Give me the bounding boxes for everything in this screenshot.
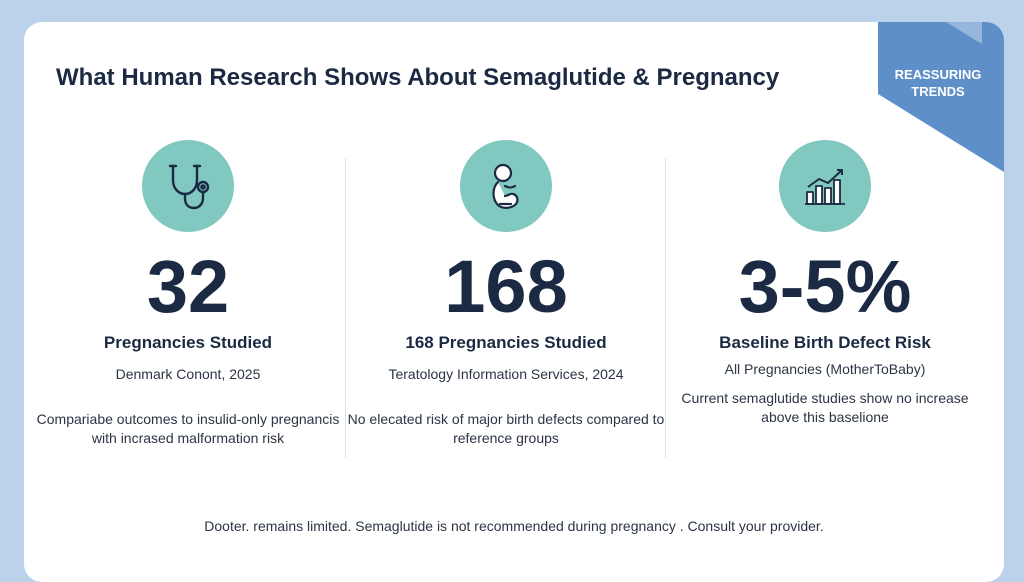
stat-column-pregnancies-teratology: 168 168 Pregnancies Studied Teratology I…: [346, 140, 666, 448]
baby-icon: [460, 140, 552, 232]
footer-disclaimer: Dooter. remains limited. Semaglutide is …: [204, 518, 824, 534]
stat-value: 32: [146, 245, 230, 328]
stat-value: 168: [444, 245, 568, 328]
stat-column-pregnancies-denmark: 32 Pregnancies Studied Denmark Conont, 2…: [28, 140, 348, 448]
stat-description: Compariabe outcomes to insulid-only preg…: [36, 411, 340, 446]
reassuring-trends-badge: REASSURING TRENDS: [894, 67, 982, 99]
page-title: What Human Research Shows About Semaglut…: [56, 64, 780, 91]
infographic-card: What Human Research Shows About Semaglut…: [24, 22, 1004, 582]
stat-source: Denmark Conont, 2025: [115, 366, 261, 382]
stat-source: All Pregnancies (MotherToBaby): [724, 361, 926, 377]
stat-source: Teratology Information Services, 2024: [388, 366, 624, 382]
stat-label: Baseline Birth Defect Risk: [719, 333, 931, 352]
stat-label: 168 Pregnancies Studied: [405, 333, 607, 352]
stat-description: No elecated risk of major birth defects …: [347, 411, 665, 446]
column-divider: [345, 158, 346, 458]
ribbon-shape: [878, 22, 1004, 172]
stat-column-baseline-risk: 3-5% Baseline Birth Defect Risk All Preg…: [665, 140, 985, 427]
stethoscope-icon: [142, 140, 234, 232]
column-divider: [665, 158, 666, 458]
stat-value: 3-5%: [738, 245, 912, 328]
reassuring-trends-ribbon: REASSURING TRENDS: [878, 22, 1004, 172]
stat-description: Current semaglutide studies show no incr…: [681, 390, 969, 425]
bar-chart-icon: [779, 140, 871, 232]
stat-label: Pregnancies Studied: [103, 333, 273, 352]
